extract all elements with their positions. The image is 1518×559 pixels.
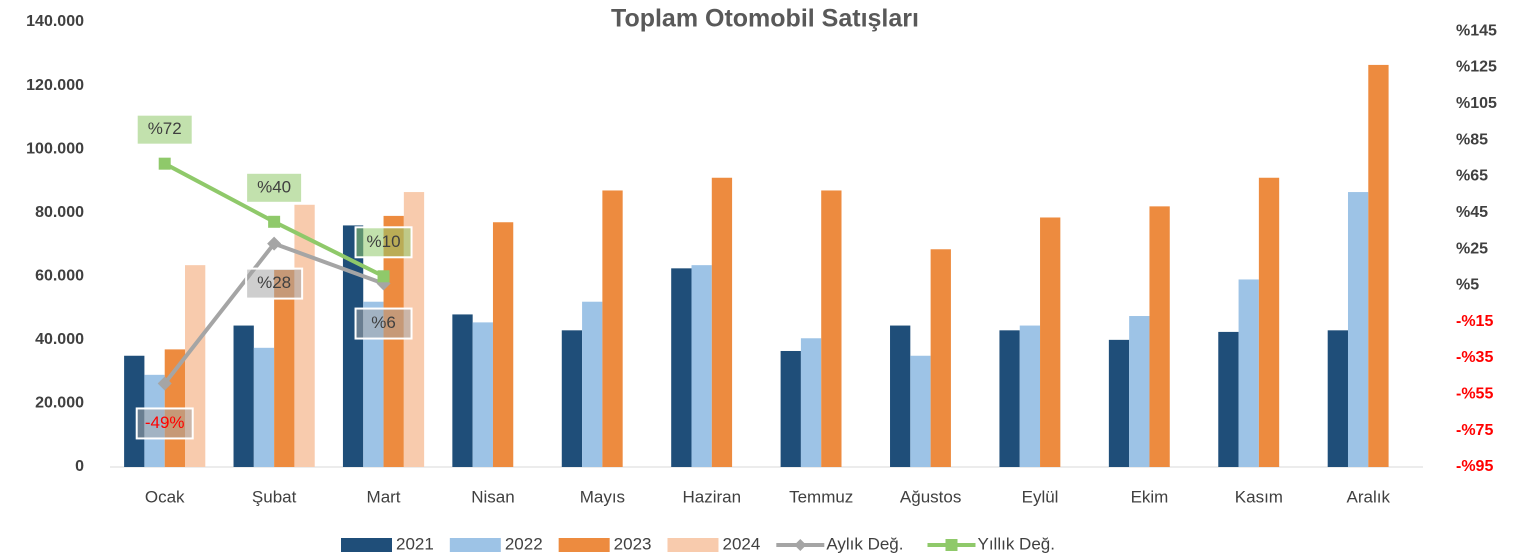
bar <box>691 265 711 467</box>
bar <box>582 302 602 467</box>
x-tick-label: Nisan <box>471 487 514 506</box>
legend-label: 2024 <box>722 534 760 553</box>
marker <box>159 158 171 170</box>
legend-label: 2023 <box>614 534 652 553</box>
value-label: %40 <box>257 177 291 196</box>
bar <box>781 351 801 467</box>
bar <box>1259 178 1279 467</box>
value-label: %72 <box>148 119 182 138</box>
legend-swatch <box>667 538 718 552</box>
bar <box>1020 326 1040 467</box>
y2-tick-label: %5 <box>1456 277 1479 294</box>
bar <box>1109 340 1129 467</box>
bar <box>1348 192 1368 467</box>
x-tick-label: Eylül <box>1022 487 1059 506</box>
y-tick-label: 60.000 <box>35 268 84 285</box>
bar <box>294 205 314 467</box>
bar <box>254 348 274 467</box>
chart: Toplam Otomobil Satışları 0 20.000 40.000 6… <box>0 0 1518 559</box>
legend-marker <box>794 539 806 551</box>
y2-tick-label: %65 <box>1456 168 1488 185</box>
x-tick-label: Haziran <box>682 487 741 506</box>
bar <box>1129 316 1149 467</box>
bar <box>931 249 951 467</box>
legend-label: Aylık Değ. <box>826 534 903 553</box>
x-tick-label: Aralık <box>1347 487 1391 506</box>
x-tick-label: Şubat <box>252 487 297 506</box>
value-label: %10 <box>367 232 401 251</box>
x-tick-label: Ocak <box>145 487 185 506</box>
legend-label: 2022 <box>505 534 543 553</box>
bar <box>712 178 732 467</box>
y2-tick-label: %25 <box>1456 240 1488 257</box>
chart-title: Toplam Otomobil Satışları <box>611 5 919 33</box>
value-label: %28 <box>257 273 291 292</box>
x-tick-label: Mart <box>367 487 401 506</box>
marker <box>378 270 390 282</box>
bar <box>1218 332 1238 467</box>
marker <box>268 216 280 228</box>
x-tick-label: Temmuz <box>789 487 853 506</box>
y-tick-label: 140.000 <box>26 13 84 30</box>
legend-label: Yıllık Değ. <box>977 534 1054 553</box>
page: {"chart_data": { "type": "bar", "title":… <box>0 0 1518 559</box>
bar <box>821 190 841 467</box>
y2-tick-label: -%35 <box>1456 349 1493 366</box>
bar <box>1368 65 1388 467</box>
bar <box>562 330 582 467</box>
x-tick-label: Ağustos <box>900 487 961 506</box>
y2-tick-label: %105 <box>1456 95 1497 112</box>
y2-tick-label: -%95 <box>1456 458 1493 475</box>
legend-swatch <box>450 538 501 552</box>
y-tick-label: 40.000 <box>35 331 84 348</box>
bar <box>602 190 622 467</box>
y2-tick-label: %85 <box>1456 131 1488 148</box>
bar <box>1040 217 1060 467</box>
bar <box>999 330 1019 467</box>
value-label: -49% <box>145 413 185 432</box>
y2-tick-label: %45 <box>1456 204 1488 221</box>
legend-label: 2021 <box>396 534 434 553</box>
bar <box>452 314 472 467</box>
x-tick-label: Mayıs <box>580 487 625 506</box>
y2-tick-label: -%15 <box>1456 313 1493 330</box>
y2-tick-label: -%75 <box>1456 422 1493 439</box>
y-tick-label: 100.000 <box>26 140 84 157</box>
bar <box>910 356 930 467</box>
bar <box>1149 206 1169 467</box>
y2-tick-label: %125 <box>1456 59 1497 76</box>
legend-marker <box>945 539 957 551</box>
bar <box>890 326 910 467</box>
y2-tick-label: -%55 <box>1456 386 1493 403</box>
bar <box>671 268 691 467</box>
bar <box>801 338 821 467</box>
bar <box>493 222 513 467</box>
legend-swatch <box>341 538 392 552</box>
bar <box>234 326 254 467</box>
y-tick-label: 0 <box>75 458 84 475</box>
bar <box>473 322 493 467</box>
legend-swatch <box>559 538 610 552</box>
x-tick-label: Kasım <box>1235 487 1283 506</box>
bar <box>1239 279 1259 467</box>
y-tick-label: 80.000 <box>35 204 84 221</box>
value-label: %6 <box>371 313 396 332</box>
y-tick-label: 120.000 <box>26 77 84 94</box>
x-tick-label: Ekim <box>1131 487 1169 506</box>
bar <box>1328 330 1348 467</box>
y-tick-label: 20.000 <box>35 395 84 412</box>
y2-tick-label: %145 <box>1456 22 1497 39</box>
